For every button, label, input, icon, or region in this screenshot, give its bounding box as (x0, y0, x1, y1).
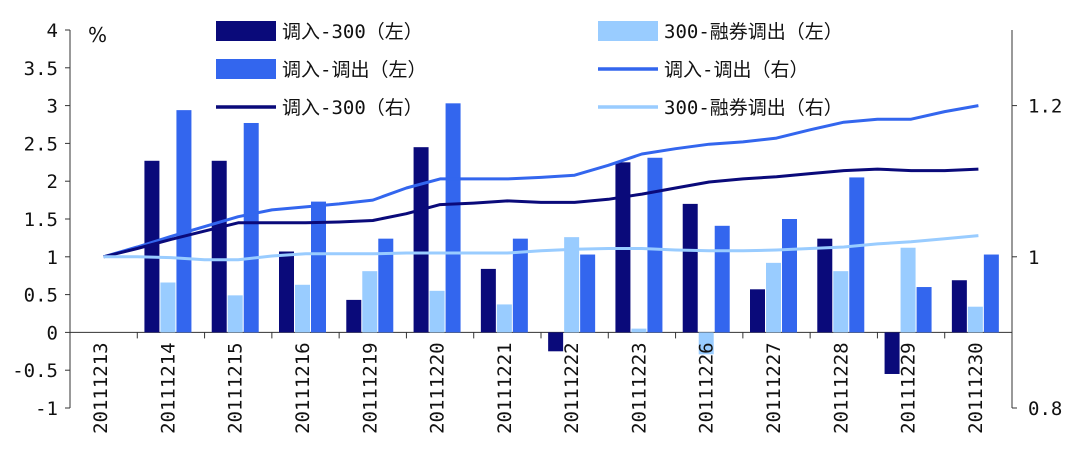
left-tick-label: 1.5 (24, 209, 58, 231)
x-tick-label: 20111219 (359, 342, 381, 434)
series-line (103, 167, 979, 259)
bar (983, 254, 999, 333)
bar (916, 287, 932, 333)
legend-label: 调入-调出（右） (664, 59, 808, 81)
left-tick-label: 0 (47, 322, 58, 344)
x-tick-label: 20111230 (965, 342, 987, 434)
bar (900, 247, 916, 333)
left-tick-label: 2.5 (24, 133, 58, 155)
right-tick-label: 1 (1028, 247, 1039, 269)
bar (346, 299, 362, 333)
series-line (103, 234, 979, 262)
x-tick-label: 20111213 (90, 342, 112, 434)
bar (311, 201, 326, 333)
right-tick-label: 0.8 (1028, 398, 1062, 420)
legend-label: 300-融券调出（左） (664, 21, 843, 43)
bar (766, 262, 781, 333)
bar (445, 103, 461, 333)
legend: 调入-300（左） 300-融券调出（左） 调入-调出（左） 调入-调出（右） 调入-3… (216, 21, 843, 119)
bar (227, 295, 243, 333)
bar (548, 332, 564, 352)
bar (279, 251, 294, 333)
left-tick-label: -1 (35, 398, 58, 420)
bar (714, 225, 730, 333)
bar (580, 254, 596, 333)
legend-label: 调入-300（右） (282, 97, 423, 119)
bar (782, 219, 797, 333)
x-tick-label: 20111227 (763, 342, 785, 434)
series-line (103, 104, 979, 259)
bar (698, 332, 714, 355)
left-tick-label: 2 (47, 171, 58, 193)
bar (496, 304, 512, 333)
right-tick-label: 1.2 (1028, 96, 1062, 118)
bar (512, 238, 528, 333)
left-tick-label: -0.5 (12, 360, 58, 382)
bar (413, 147, 429, 333)
legend-label: 300-融券调出（右） (664, 97, 843, 119)
bar (849, 177, 865, 333)
bar (750, 289, 765, 333)
bar (682, 203, 698, 333)
tick-layer: -1 -0.5 0 0.5 1 1.5 2 2.5 3 3.5 4 0.8 1 1.2 20111213 20… (12, 20, 1062, 434)
legend-swatch (598, 21, 658, 41)
bar (429, 290, 445, 333)
bar (295, 284, 310, 333)
x-tick-label: 20111221 (494, 342, 516, 434)
x-tick-label: 20111226 (696, 342, 718, 434)
axes (65, 29, 1017, 409)
bar (160, 282, 176, 333)
legend-swatch (216, 59, 276, 79)
x-tick-label: 20111215 (225, 342, 247, 434)
x-tick-label: 20111222 (561, 342, 583, 434)
bar (243, 122, 259, 333)
bar (967, 306, 983, 333)
left-tick-label: 3.5 (24, 58, 58, 80)
bar (647, 157, 663, 333)
x-tick-label: 20111216 (292, 342, 314, 434)
bar (211, 160, 227, 333)
unit-label: % (88, 23, 107, 47)
legend-swatch (216, 21, 276, 41)
bar (817, 238, 833, 333)
bar-layer (144, 103, 999, 374)
x-tick-label: 20111220 (427, 342, 449, 434)
bar (951, 280, 967, 333)
bar (884, 332, 900, 374)
bar (564, 237, 580, 333)
bar (378, 238, 394, 333)
x-tick-label: 20111223 (628, 342, 650, 434)
left-tick-label: 0.5 (24, 285, 58, 307)
bar (833, 271, 849, 333)
legend-label: 调入-300（左） (282, 21, 423, 43)
line-layer (103, 104, 979, 262)
legend-label: 调入-调出（左） (282, 59, 426, 81)
x-tick-label: 20111214 (157, 342, 179, 434)
x-tick-label: 20111229 (898, 342, 920, 434)
bar (144, 160, 160, 333)
x-tick-label: 20111228 (830, 342, 852, 434)
bar (362, 271, 378, 333)
bar (480, 268, 496, 333)
left-tick-label: 4 (47, 20, 58, 42)
left-tick-label: 1 (47, 247, 58, 269)
bar (176, 110, 192, 333)
bar (631, 328, 647, 333)
left-tick-label: 3 (47, 96, 58, 118)
